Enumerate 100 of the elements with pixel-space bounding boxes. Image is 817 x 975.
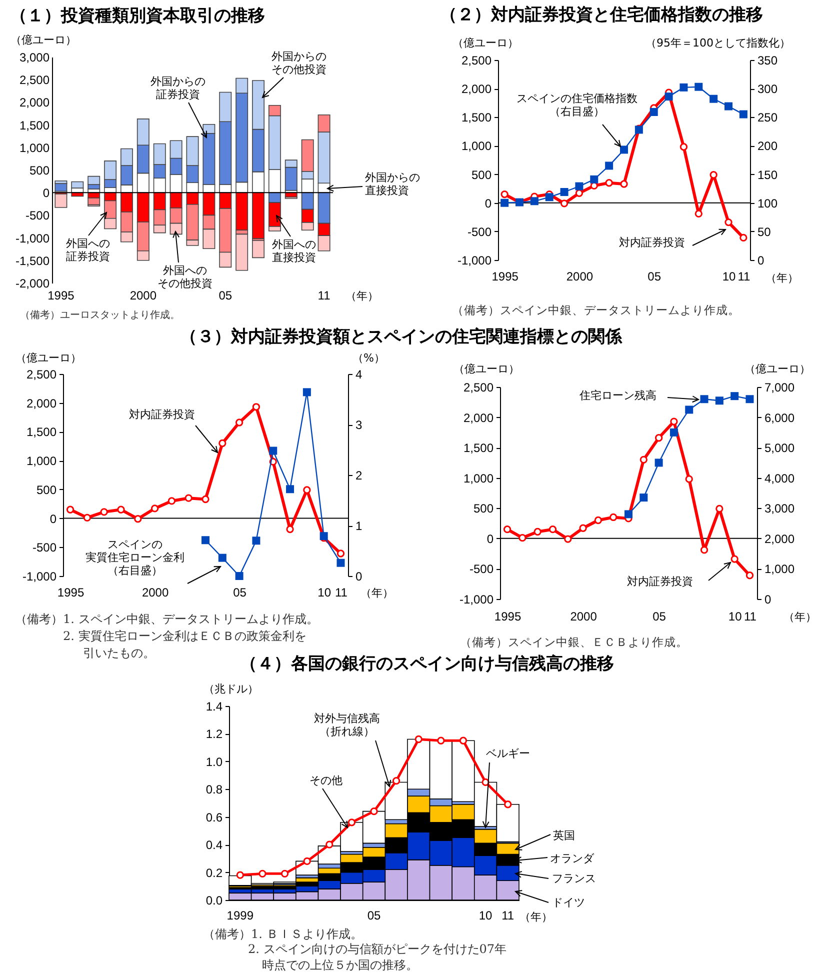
y-tick-label: -500: [469, 562, 494, 576]
text: （備考）スペイン中銀、ＥＣＢより作成。: [460, 635, 688, 650]
text: 対内証券投資: [129, 408, 195, 421]
y2-axis-title: （95年＝100として指数化）: [646, 36, 790, 50]
legend-label: フランス: [552, 872, 596, 885]
y2-axis-title: （億ユーロ）: [744, 362, 810, 376]
x-axis-title: （年）: [766, 272, 798, 284]
text: 対内証券投資: [627, 575, 693, 588]
y-tick-label: 3,000: [19, 50, 50, 64]
y-tick-label: -1,000: [457, 254, 492, 268]
x-tick-label: 2000: [566, 270, 594, 284]
y-tick-label: 0.4: [206, 838, 223, 852]
x-tick-label: 1999: [226, 908, 254, 922]
y2-tick-label: 0: [758, 254, 764, 268]
legend-label: オランダ: [550, 852, 594, 865]
x-tick-label: 10: [318, 586, 332, 600]
text: 対内証券投資: [619, 236, 685, 249]
y-tick-label: -500: [32, 540, 57, 555]
x-tick-label: 05: [652, 610, 666, 624]
y2-tick-label: 150: [758, 168, 778, 182]
y2-tick-label: 3,000: [764, 502, 795, 516]
series-label: 外国からのその他投資: [272, 50, 326, 76]
chart-title: （２）対内証券投資と住宅価格指数の推移: [440, 5, 763, 25]
x-axis-title: （年）: [346, 290, 378, 302]
chart-title: （１）投資種類別資本取引の推移: [10, 6, 265, 26]
y-tick-label: 1,000: [19, 140, 50, 155]
y-tick-label: -500: [467, 224, 492, 239]
y2-tick-label: 6,000: [764, 410, 795, 425]
y2-tick-label: 3: [356, 418, 362, 432]
y-tick-label: 500: [473, 502, 494, 516]
y2-tick-label: 300: [758, 82, 778, 96]
y2-tick-label: 50: [758, 224, 772, 239]
y2-tick-label: 0: [356, 570, 362, 584]
x-tick-label: 10: [478, 908, 493, 922]
y-tick-label: -1,000: [15, 231, 50, 246]
y-tick-label: 2,500: [463, 380, 494, 394]
x-tick-label: 11: [502, 908, 514, 922]
y2-tick-label: 0: [764, 592, 772, 606]
x-tick-label: 1995: [48, 288, 75, 302]
y2-axis-title: （%）: [352, 352, 385, 364]
y-tick-label: -1,000: [459, 592, 494, 606]
y-tick-label: 0.0: [206, 894, 223, 908]
x-tick-label: 2000: [130, 288, 157, 302]
y-tick-label: 1.4: [206, 700, 223, 714]
legend-label: ドイツ: [552, 896, 585, 909]
x-tick-label: 1995: [492, 270, 519, 284]
series-label: 外国への直接投資: [272, 238, 316, 264]
text: （備考）スペイン中銀、データストリームより作成。: [452, 303, 740, 318]
y-tick-label: 2,500: [461, 54, 492, 68]
y-tick-label: 1,000: [463, 471, 494, 486]
y2-tick-label: 7,000: [764, 380, 795, 394]
x-tick-label: 1995: [494, 610, 522, 624]
x-tick-label: 10: [722, 270, 736, 284]
y-axis-title: （億ユーロ）: [10, 34, 76, 46]
y2-tick-label: 5,000: [764, 441, 795, 456]
text: （３）対内証券投資額とスペインの住宅関連指標との関係: [180, 327, 622, 347]
y-tick-label: 2,000: [26, 396, 57, 410]
y-tick-label: 500: [471, 168, 492, 182]
x-tick-label: 11: [744, 610, 757, 624]
text: ベルギー: [486, 747, 530, 760]
x-tick-label: 1995: [57, 586, 84, 600]
y2-tick-label: 2,000: [764, 532, 795, 546]
text: 2. スペイン向けの与信額がピークを付けた07年時点での上位５か国の推移。: [248, 941, 507, 973]
text: （備考）ユーロスタットより作成。: [20, 309, 180, 323]
x-tick-label: 2000: [570, 610, 598, 624]
y-tick-label: 0: [486, 532, 494, 546]
y-tick-label: 0.8: [206, 782, 223, 797]
text: その他: [310, 774, 342, 787]
series-label: スペインの住宅価格指数（右目盛）: [516, 92, 638, 118]
x-tick-label: 11: [318, 288, 331, 302]
text: 外国からの証券投資: [150, 75, 206, 101]
y-axis-title: （億ユーロ）: [452, 36, 518, 50]
y-tick-label: 0.2: [206, 866, 223, 880]
y2-tick-label: 1,000: [764, 562, 795, 576]
text: （備考）1. スペイン中銀、データストリームより作成。: [15, 611, 318, 628]
y-tick-label: 2,000: [463, 410, 494, 425]
y2-tick-label: 100: [758, 196, 778, 210]
chart-title: （４）各国の銀行のスペイン向け与信残高の推移: [240, 654, 614, 674]
y-axis-title: （億ユーロ）: [454, 362, 520, 376]
y-tick-label: 2,000: [19, 96, 50, 110]
x-axis-title: （年）: [784, 610, 816, 624]
y-tick-label: 1,500: [19, 118, 50, 132]
y-tick-label: 0.6: [206, 810, 223, 824]
y2-tick-label: 1: [356, 519, 362, 533]
x-tick-label: 05: [233, 586, 247, 600]
y2-tick-label: 200: [758, 139, 778, 154]
y-tick-label: 500: [29, 164, 50, 178]
y-tick-label: 1.2: [206, 727, 223, 742]
y-tick-label: -500: [25, 208, 50, 223]
text: 住宅ローン残高: [580, 389, 656, 402]
y-tick-label: 1,000: [461, 139, 492, 154]
y-tick-label: 1,500: [463, 441, 494, 456]
y2-tick-label: 250: [758, 110, 778, 125]
text: 対外与信残高（折れ線）: [314, 712, 380, 738]
y-tick-label: -1,000: [22, 570, 57, 584]
y-tick-label: -2,000: [15, 276, 50, 290]
y-tick-label: -1,500: [15, 254, 50, 268]
y2-tick-label: 350: [758, 54, 778, 68]
y-tick-label: 1.0: [206, 754, 223, 769]
series-label: 外国へのその他投資: [158, 264, 212, 290]
